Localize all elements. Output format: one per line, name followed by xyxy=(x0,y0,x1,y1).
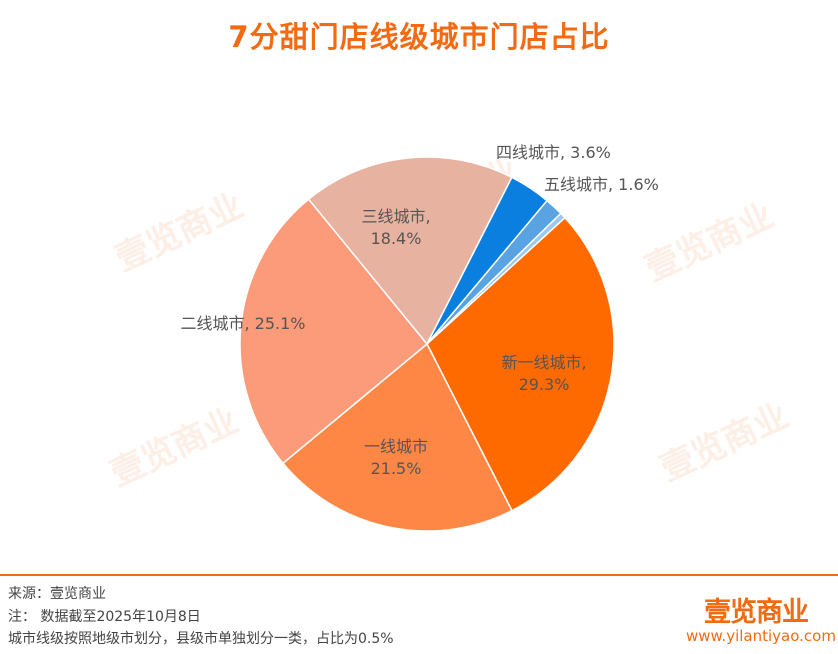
pie-slice-三线城市 xyxy=(307,156,513,346)
footer-divider xyxy=(0,574,838,576)
date-note: 注： 数据截至2025年10月8日 xyxy=(8,609,201,625)
data-label: 四线城市, 3.6% xyxy=(496,143,611,162)
pie-slice-一线城市 xyxy=(281,342,513,532)
pie-chart: 新一线城市, 29.3% 一线城市 21.5% 二线城市, 25.1% 三线城市, 18.4… xyxy=(180,143,659,532)
data-label: 一线城市 21.5% xyxy=(364,437,428,478)
source-note: 来源：壹览商业 xyxy=(8,586,106,602)
remark-note: 城市线级按照地级市划分，县级市单独划分一类，占比为0.5% xyxy=(8,631,394,647)
pie-slice-新一线城市 xyxy=(426,216,615,512)
pie-labels: 新一线城市, 29.3% 一线城市 21.5% 二线城市, 25.1% 三线城市, 18.4… xyxy=(180,143,658,478)
pie-slices xyxy=(239,156,615,532)
pie-slice xyxy=(426,212,566,345)
chart-title: 7分甜门店线级城市门店占比 xyxy=(228,20,610,54)
data-label: 新一线城市, 29.3% xyxy=(501,353,586,394)
brand-logo: 壹览商业 xyxy=(704,597,809,628)
data-label: 二线城市, 25.1% xyxy=(180,314,305,333)
pie-slice-二线城市 xyxy=(239,198,429,465)
data-label: 三线城市, 18.4% xyxy=(361,207,430,248)
data-label: 五线城市, 1.6% xyxy=(544,175,659,194)
brand-url: www.yilantiyao.com xyxy=(686,627,836,645)
